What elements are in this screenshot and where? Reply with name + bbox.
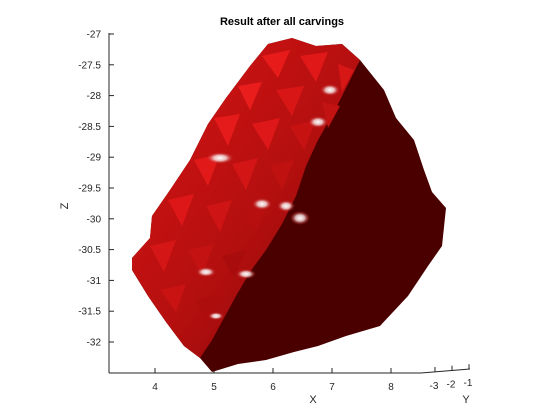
- z-tick-label: -28.5: [78, 122, 101, 133]
- z-tick-label: -31: [87, 276, 102, 287]
- x-tick-label: 5: [211, 382, 217, 393]
- z-tick-label: -30.5: [78, 245, 101, 256]
- y-tick-group: -3 -2 -1: [430, 364, 473, 392]
- chart-title: Result after all carvings: [220, 16, 344, 28]
- z-tick-label: -30: [87, 214, 102, 225]
- z-tick-label: -32: [87, 338, 102, 349]
- z-tick-label: -27: [87, 30, 102, 41]
- z-tick-label: -29: [87, 153, 102, 164]
- z-tick-label: -28: [87, 91, 102, 102]
- x-tick-label: 6: [270, 382, 276, 393]
- x-tick-group: 4 5 6 7 8: [152, 368, 394, 393]
- z-tick-label: -27.5: [78, 60, 101, 71]
- y-tick-label: -1: [464, 378, 473, 389]
- surface-highlights: [196, 84, 340, 320]
- y-tick-label: -3: [430, 381, 439, 392]
- x-tick-label: 7: [329, 382, 335, 393]
- y-tick-label: -2: [447, 380, 456, 391]
- x-axis-label: X: [309, 394, 317, 406]
- z-tick-label: -29.5: [78, 184, 101, 195]
- y-axis-line: [420, 368, 471, 374]
- x-tick-label: 4: [152, 382, 158, 393]
- carved-surface: [132, 38, 446, 372]
- y-axis-label: Y: [462, 394, 470, 406]
- surface-facets: [150, 50, 354, 322]
- z-axis-label: Z: [59, 202, 71, 209]
- z-tick-label: -31.5: [78, 307, 101, 318]
- z-tick-group: -27 -27.5 -28 -28.5 -29 -29.5 -30 -30.5 -31 -31.5…: [78, 30, 114, 349]
- base-axes: [109, 368, 471, 374]
- surface-lit-face: [132, 38, 360, 358]
- x-tick-label: 8: [388, 382, 394, 393]
